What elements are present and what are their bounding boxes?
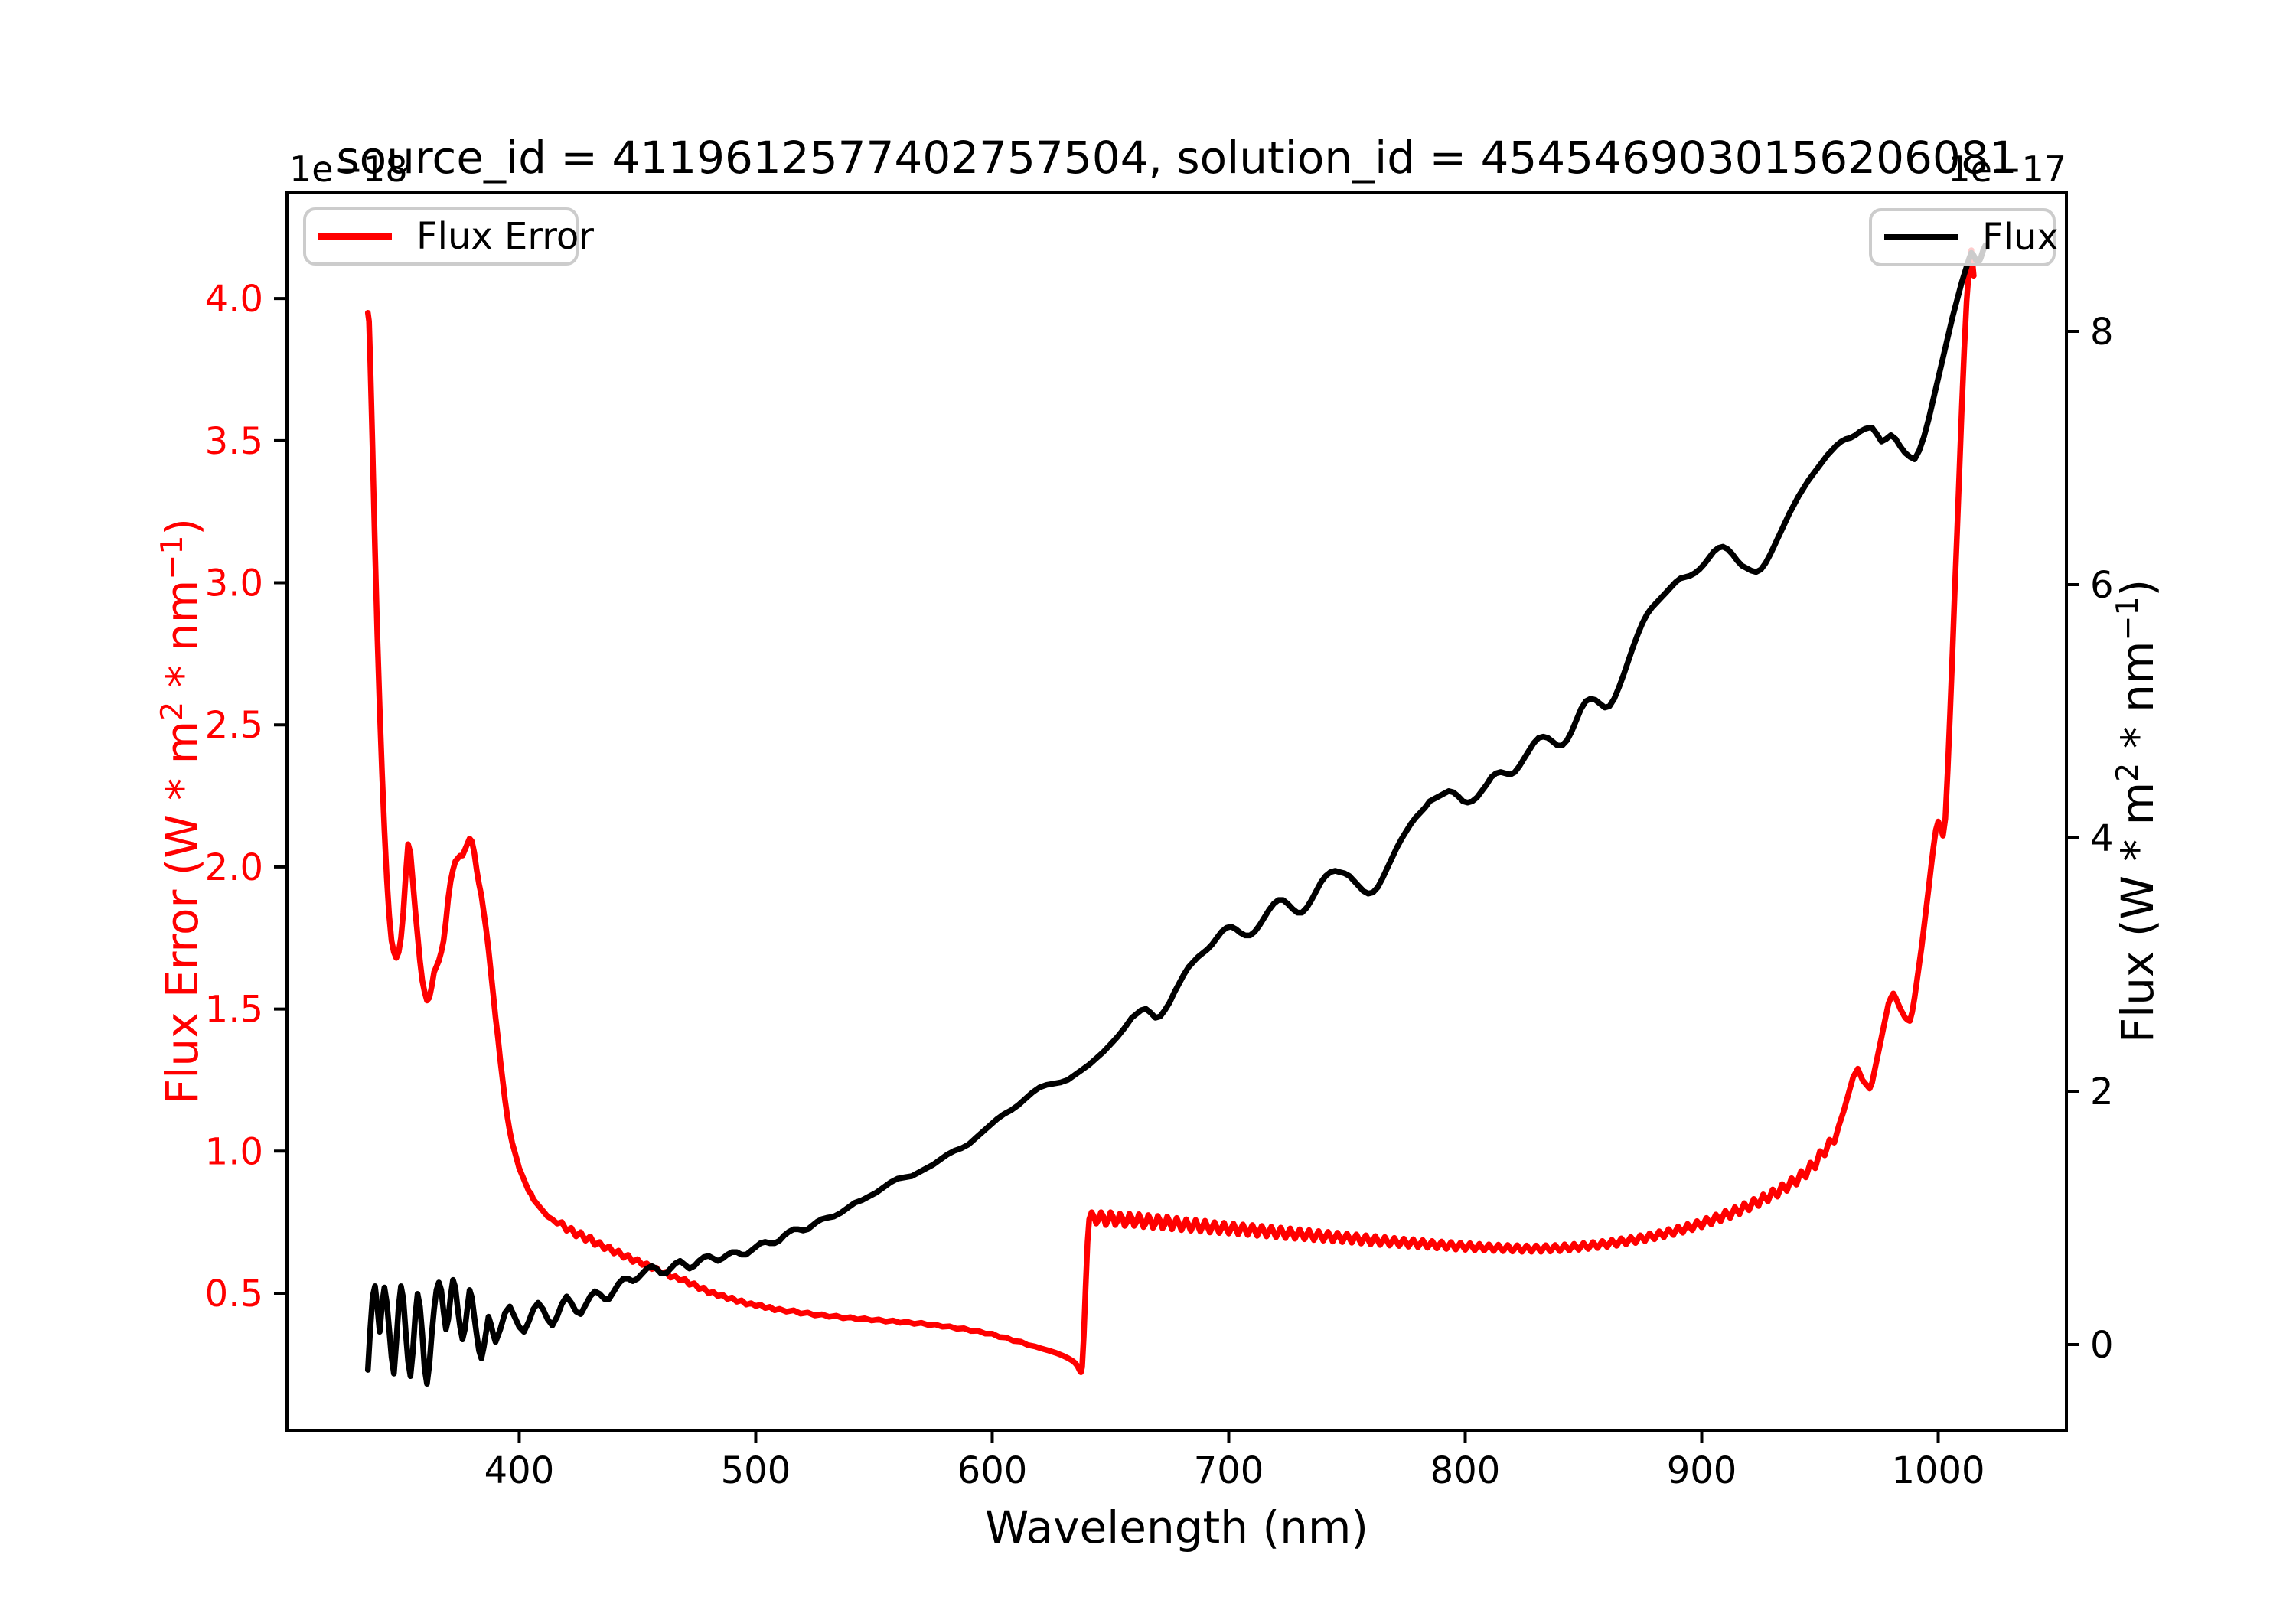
flux-line-sample	[1884, 234, 1958, 240]
left-axis-label-sup-2: 2	[154, 701, 190, 721]
axes-spines	[285, 191, 2068, 1432]
left-tick-label: 2.5	[205, 704, 263, 747]
legend-flux-error-label: Flux Error	[416, 215, 595, 258]
right-axis-label-sup-2: 2	[2109, 762, 2145, 782]
x-tick-label: 600	[957, 1449, 1028, 1492]
left-axis-label-text: Flux Error (W * m	[156, 720, 209, 1105]
x-tick-label: 500	[721, 1449, 791, 1492]
left-tick-label: 1.0	[205, 1130, 263, 1173]
right-axis-label-sup-minus1: −1	[2109, 596, 2145, 641]
right-axis-offset-text: 1e−17	[1948, 148, 2066, 190]
series-line-flux-error	[364, 247, 1977, 1375]
x-tick-label: 800	[1430, 1449, 1501, 1492]
left-tick-label: 4.0	[205, 278, 263, 321]
left-axis-label-sup-minus1: −1	[154, 535, 190, 580]
series-line-flux	[364, 242, 1989, 1387]
left-axis-label: Flux Error (W * m2 * nm−1)	[155, 518, 208, 1104]
x-tick-label: 700	[1194, 1449, 1264, 1492]
x-tick-label: 400	[484, 1449, 555, 1492]
right-axis-label-text2: * nm	[2112, 641, 2164, 763]
left-tick-label: 3.0	[205, 562, 263, 605]
legend-flux-error: Flux Error	[303, 207, 594, 266]
left-tick-label: 0.5	[205, 1273, 263, 1315]
chart-title: source_id = 4119612577402757504, solutio…	[336, 132, 2017, 184]
x-axis-label: Wavelength (nm)	[984, 1501, 1368, 1553]
left-axis-offset-text: 1e−18	[289, 148, 408, 190]
right-axis-label-text3: )	[2112, 579, 2164, 597]
flux-error-line-sample	[318, 233, 392, 240]
left-axis-label-text3: )	[156, 517, 209, 536]
right-axis-label-text: Flux (W * m	[2112, 781, 2164, 1044]
right-tick-label: 4	[2090, 817, 2114, 860]
right-tick-label: 2	[2090, 1071, 2114, 1113]
left-tick-label: 1.5	[205, 989, 263, 1032]
x-tick-label: 900	[1667, 1449, 1737, 1492]
right-axis-label: Flux (W * m2 * nm−1)	[2110, 579, 2164, 1043]
legend-flux: Flux	[1869, 208, 2059, 266]
left-axis-label-text2: * nm	[156, 579, 209, 702]
right-tick-label: 0	[2090, 1324, 2114, 1367]
legend-flux-label: Flux	[1982, 216, 2059, 259]
right-tick-label: 8	[2090, 311, 2114, 354]
x-tick-label: 1000	[1891, 1449, 1985, 1492]
right-tick-label: 6	[2090, 564, 2114, 607]
left-tick-label: 2.0	[205, 846, 263, 889]
left-tick-label: 3.5	[205, 420, 263, 463]
